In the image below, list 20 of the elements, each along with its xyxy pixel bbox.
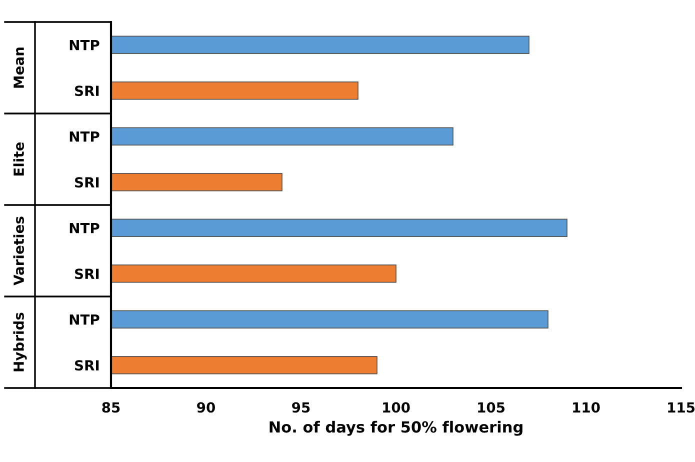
x-tick-label: 90 xyxy=(197,402,215,413)
text: Hybrids xyxy=(13,312,27,372)
x-tick-label: 85 xyxy=(102,402,120,413)
y-tick-label: NTP xyxy=(70,132,100,142)
text: Varieties xyxy=(13,216,24,286)
y-tick-label: NTP xyxy=(70,223,100,234)
y-tick-label: SRI xyxy=(75,177,99,188)
text: Elite xyxy=(13,142,24,176)
x-tick-label: 115 xyxy=(668,402,695,413)
x-axis-title: No. of days for 50% flowering xyxy=(270,420,522,436)
y-tick-label: NTP xyxy=(70,40,100,50)
y-tick-label: SRI xyxy=(75,268,99,280)
x-tick-label: 110 xyxy=(573,402,600,413)
y-tick-label: SRI xyxy=(75,86,99,96)
text: Mean xyxy=(14,48,24,88)
x-tick-label: 100 xyxy=(383,402,410,413)
y-tick-label: NTP xyxy=(70,314,100,325)
x-tick-label: 95 xyxy=(292,402,310,413)
x-tick-label: 105 xyxy=(478,402,505,413)
y-tick-label: SRI xyxy=(75,360,99,371)
